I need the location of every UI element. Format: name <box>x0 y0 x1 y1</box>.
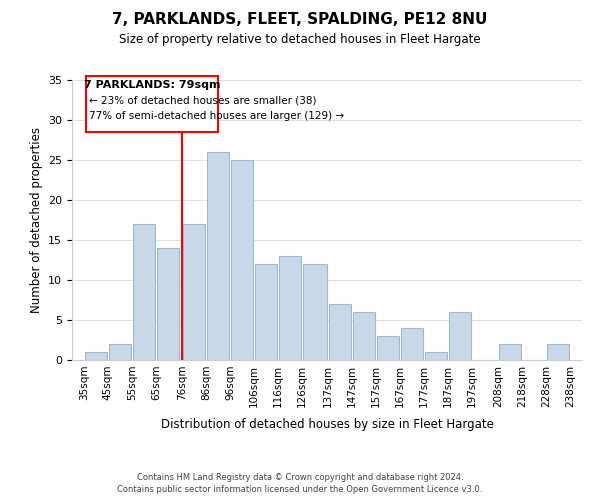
Text: 7 PARKLANDS: 79sqm: 7 PARKLANDS: 79sqm <box>84 80 220 90</box>
Y-axis label: Number of detached properties: Number of detached properties <box>29 127 43 313</box>
Bar <box>499 344 521 360</box>
Text: 7, PARKLANDS, FLEET, SPALDING, PE12 8NU: 7, PARKLANDS, FLEET, SPALDING, PE12 8NU <box>112 12 488 28</box>
Bar <box>85 352 107 360</box>
Bar <box>231 160 253 360</box>
Bar <box>401 328 423 360</box>
X-axis label: Distribution of detached houses by size in Fleet Hargate: Distribution of detached houses by size … <box>161 418 493 431</box>
Bar <box>329 304 352 360</box>
Text: Contains HM Land Registry data © Crown copyright and database right 2024.
Contai: Contains HM Land Registry data © Crown c… <box>118 472 482 494</box>
Bar <box>449 312 471 360</box>
Bar <box>157 248 179 360</box>
Text: ← 23% of detached houses are smaller (38): ← 23% of detached houses are smaller (38… <box>89 95 316 105</box>
Bar <box>207 152 229 360</box>
Bar <box>254 264 277 360</box>
Bar <box>547 344 569 360</box>
Bar <box>302 264 328 360</box>
Text: Size of property relative to detached houses in Fleet Hargate: Size of property relative to detached ho… <box>119 32 481 46</box>
Bar <box>425 352 447 360</box>
Bar <box>109 344 131 360</box>
Text: 77% of semi-detached houses are larger (129) →: 77% of semi-detached houses are larger (… <box>89 111 344 121</box>
Bar <box>183 224 205 360</box>
Bar <box>278 256 301 360</box>
FancyBboxPatch shape <box>86 76 218 132</box>
Bar <box>133 224 155 360</box>
Bar <box>353 312 376 360</box>
Bar <box>377 336 400 360</box>
